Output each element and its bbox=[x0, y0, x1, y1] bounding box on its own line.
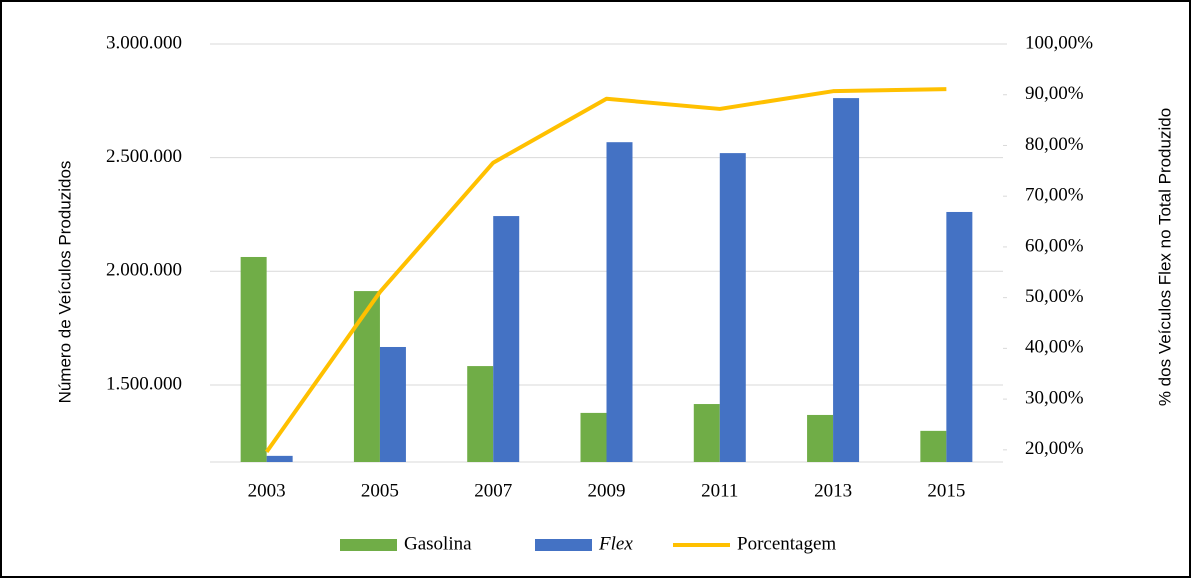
y2-tick-label: 20,00% bbox=[1025, 438, 1084, 459]
bar bbox=[807, 414, 834, 462]
bar bbox=[353, 291, 380, 462]
legend-label: Gasolina bbox=[404, 533, 472, 554]
x-tick-label: 2013 bbox=[814, 480, 852, 501]
legend-label: Flex bbox=[598, 533, 633, 554]
y-axis-title: Número de Veículos Produzidos bbox=[55, 161, 74, 404]
x-tick-label: 2005 bbox=[361, 480, 399, 501]
bar bbox=[467, 366, 494, 462]
y2-tick-label: 50,00% bbox=[1025, 286, 1084, 307]
y2-tick-label: 100,00% bbox=[1025, 32, 1093, 53]
bar bbox=[379, 346, 406, 462]
bar bbox=[833, 98, 860, 462]
bar bbox=[719, 153, 746, 462]
y2-axis-title: % dos Veículos Flex no Total Produzido bbox=[1155, 108, 1174, 406]
bar bbox=[240, 256, 267, 462]
legend-swatch bbox=[340, 539, 397, 551]
y-tick-label: 2.000.000 bbox=[106, 260, 182, 281]
bar bbox=[266, 455, 293, 462]
y2-tick-label: 80,00% bbox=[1025, 134, 1084, 155]
y2-tick-label: 70,00% bbox=[1025, 185, 1084, 206]
bar bbox=[920, 430, 947, 462]
bar bbox=[493, 216, 520, 462]
y2-tick-label: 60,00% bbox=[1025, 235, 1084, 256]
y-tick-label: 2.500.000 bbox=[106, 146, 182, 167]
legend-label: Porcentagem bbox=[737, 533, 836, 554]
line bbox=[265, 87, 947, 454]
x-tick-label: 2015 bbox=[927, 480, 965, 501]
legend-swatch bbox=[535, 539, 592, 551]
y2-tick-label: 30,00% bbox=[1025, 387, 1084, 408]
x-tick-label: 2011 bbox=[701, 480, 738, 501]
y2-tick-label: 40,00% bbox=[1025, 337, 1084, 358]
x-tick-label: 2003 bbox=[248, 480, 286, 501]
bar bbox=[580, 412, 607, 462]
bar bbox=[946, 211, 973, 462]
y2-tick-label: 90,00% bbox=[1025, 83, 1084, 104]
bar bbox=[693, 404, 720, 462]
bar bbox=[606, 142, 633, 462]
y-tick-label: 1.500.000 bbox=[106, 373, 182, 394]
x-tick-label: 2007 bbox=[474, 480, 512, 501]
x-tick-label: 2009 bbox=[588, 480, 626, 501]
y-tick-label: 3.000.000 bbox=[106, 32, 182, 53]
